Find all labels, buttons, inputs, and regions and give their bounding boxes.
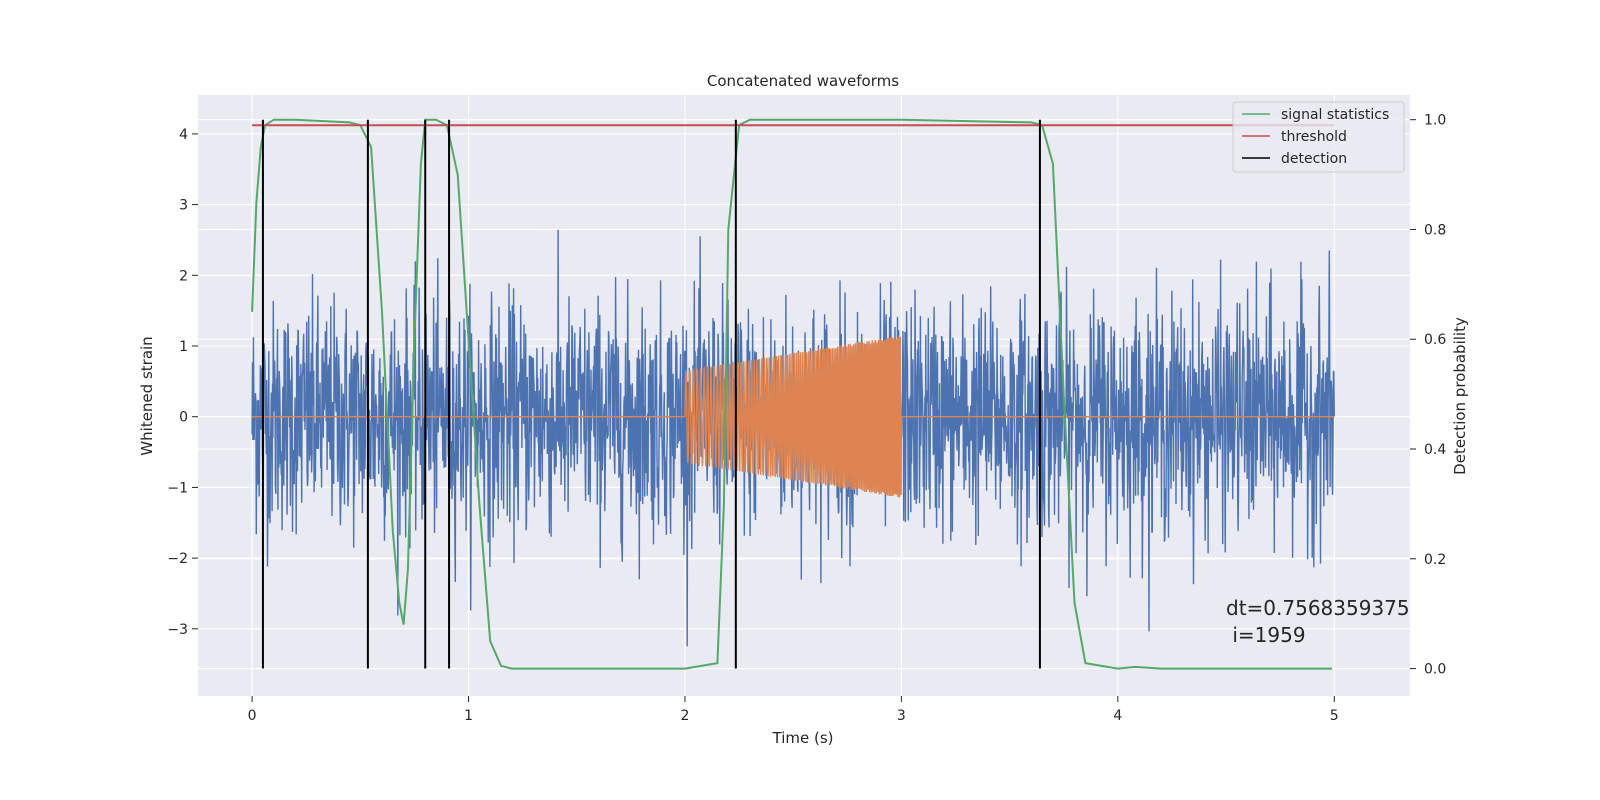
x-tick-label-4: 4: [1113, 708, 1122, 724]
y-right-tick-label-4: 0.8: [1424, 222, 1446, 238]
y-right-tick-label-0: 0.0: [1424, 662, 1446, 678]
legend-label-threshold: threshold: [1281, 129, 1347, 145]
chart-title: Concatenated waveforms: [707, 72, 899, 90]
y-axis-label: Whitened strain: [138, 336, 156, 455]
x-axis-label: Time (s): [772, 729, 834, 747]
y-tick-label-1: −2: [167, 551, 188, 567]
x-tick-label-0: 0: [248, 708, 257, 724]
y-right-tick-label-3: 0.6: [1424, 332, 1446, 348]
y-tick-label-6: 3: [179, 198, 188, 214]
y-tick-label-5: 2: [179, 268, 188, 284]
annotation-dt: dt=0.7568359375: [1226, 596, 1410, 620]
left-axis-ticks: −3 −2 −1 0 1 2 3 4: [167, 127, 198, 638]
legend-label-signal-statistics: signal statistics: [1281, 107, 1389, 123]
x-tick-label-5: 5: [1330, 708, 1339, 724]
y-tick-label-7: 4: [179, 127, 188, 143]
legend: signal statistics threshold detection: [1232, 101, 1405, 173]
x-tick-label-1: 1: [464, 708, 473, 724]
y-right-tick-label-1: 0.2: [1424, 552, 1446, 568]
y-tick-label-4: 1: [179, 339, 188, 355]
y-tick-label-2: −1: [167, 480, 188, 496]
y-right-tick-label-5: 1.0: [1424, 113, 1446, 129]
legend-label-detection: detection: [1281, 151, 1347, 167]
series-layer: [251, 118, 1335, 670]
y-right-axis-label: Detection probability: [1451, 317, 1469, 475]
series-signal-statistics: [251, 118, 1333, 670]
y-right-tick-label-2: 0.4: [1424, 442, 1446, 458]
annotation-index: i=1959: [1226, 623, 1306, 647]
right-axis-ticks: 0.0 0.2 0.4 0.6 0.8 1.0: [1410, 113, 1446, 678]
series-injected-waveform: [252, 335, 1335, 498]
x-axis-ticks: 0 1 2 3 4 5: [248, 696, 1339, 724]
y-tick-label-0: −3: [167, 622, 188, 638]
x-tick-label-2: 2: [681, 708, 690, 724]
x-tick-label-3: 3: [897, 708, 906, 724]
y-tick-label-3: 0: [179, 410, 188, 426]
legend-box: [1232, 101, 1405, 173]
